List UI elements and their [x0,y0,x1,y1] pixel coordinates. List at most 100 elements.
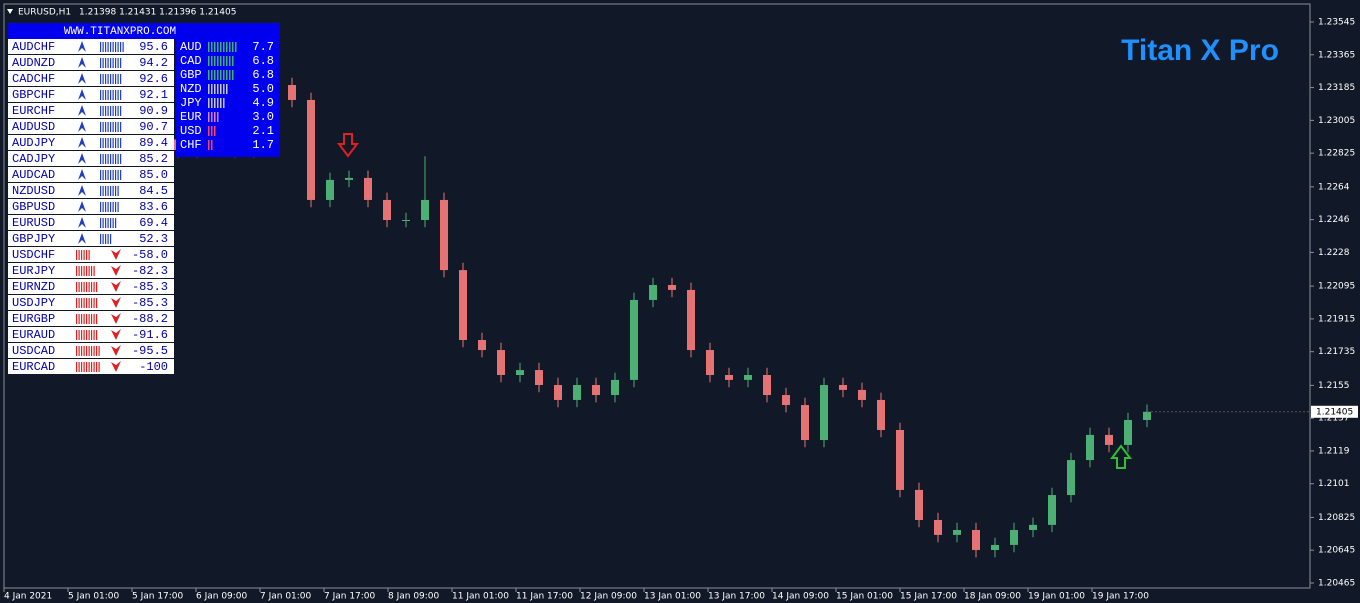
pair-table: AUDCHF 95.6 AUDNZD 94.2 CADCHF 92.6 GBPCHF 92.1… [8,39,174,374]
candle-body [516,370,524,375]
pair-value: -58.0 [132,248,168,262]
strength-bar [112,74,114,84]
currency-bar [208,98,210,108]
strength-bar [76,282,78,292]
strength-bar [110,234,112,244]
strength-bar [105,58,107,68]
strength-bar [81,330,83,340]
currency-bar [232,70,234,80]
strength-bar [110,74,112,84]
currency-name: NZD [180,82,202,96]
x-tick-label: 11 Jan 17:00 [516,592,573,602]
strength-bar [112,202,114,212]
strength-bar [100,234,102,244]
strength-bar [78,298,80,308]
strength-bar [112,186,114,196]
strength-bar [117,74,119,84]
strength-bar [91,330,93,340]
strength-bar [105,202,107,212]
menu-icon[interactable] [7,9,13,14]
currency-bar [220,56,222,66]
down-icon [111,281,121,292]
x-tick-label: 5 Jan 01:00 [68,592,120,602]
candle-body [402,219,410,221]
y-tick-label: 1.2228 [1318,248,1350,258]
pair-value: 52.3 [139,232,168,246]
pair-value: 95.6 [139,40,168,54]
strength-bar [76,362,78,372]
strength-bar [107,154,109,164]
currency-bar [214,98,216,108]
candle-body [440,199,448,271]
strength-bar [76,314,78,324]
currency-bar [229,42,231,52]
currency-value: 7.7 [252,40,274,54]
strength-bar [86,298,88,308]
currency-bar [226,84,228,94]
pair-row [8,231,174,246]
strength-bar [120,154,122,164]
strength-bar [86,346,88,356]
currency-bar [217,42,219,52]
pair-name: AUDNZD [12,56,55,70]
strength-bar [102,58,104,68]
pair-row [8,151,174,166]
candle-body [858,389,866,400]
up-icon [78,233,86,244]
strength-bar [86,314,88,324]
strength-bar [81,362,83,372]
strength-bar [107,218,109,228]
down-icon [111,313,121,324]
currency-bar [220,42,222,52]
strength-bar [117,106,119,116]
candle-body [573,385,581,400]
candle-body [896,430,904,490]
strength-bar [112,154,114,164]
y-tick-label: 1.21735 [1318,347,1355,357]
strength-bar [100,154,102,164]
currency-bar [211,140,213,150]
candle-body [877,399,885,430]
currency-value: 6.8 [252,68,274,82]
y-tick-label: 1.23365 [1318,50,1355,60]
strength-bar [78,314,80,324]
up-icon [78,153,86,164]
strength-bar [107,122,109,132]
candle-body [345,177,353,180]
candle-body [1029,524,1037,530]
pair-row [8,87,174,102]
pair-row [8,247,174,262]
strength-bar [88,362,90,372]
pair-value: -88.2 [132,312,168,326]
candle-body [307,99,315,200]
y-tick-label: 1.2119 [1318,446,1350,456]
down-icon [111,249,121,260]
strength-bar [115,202,117,212]
strength-bar [110,202,112,212]
pair-name: USDCAD [12,344,55,358]
down-icon [111,265,121,276]
strength-bar [83,346,85,356]
currency-bar [208,84,210,94]
x-tick-label: 13 Jan 17:00 [708,592,765,602]
pair-name: GBPUSD [12,200,55,214]
pair-name: EURUSD [12,216,55,230]
x-tick-label: 13 Jan 01:00 [644,592,701,602]
strength-bar [120,138,122,148]
strength-bar [93,282,95,292]
x-tick-label: 12 Jan 09:00 [580,592,637,602]
x-tick-label: 15 Jan 01:00 [836,592,893,602]
strength-bar [107,170,109,180]
pair-value: 84.5 [139,184,168,198]
symbol: EURUSD,H1 [18,8,71,18]
candle-body [630,299,638,380]
candle-body [421,199,429,220]
site: WWW.TITANXPRO.COM [64,26,176,38]
strength-bar [112,170,114,180]
strength-bar [102,106,104,116]
candle-body [1143,411,1151,420]
pair-row [8,119,174,134]
candle-body [649,285,657,300]
candle-body [1086,434,1094,461]
